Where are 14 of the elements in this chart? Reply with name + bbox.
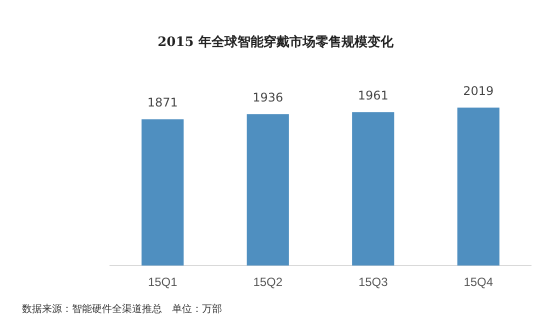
x-tick-label: 15Q2: [253, 275, 283, 290]
bar: [352, 112, 394, 266]
x-tick-label: 15Q4: [464, 275, 494, 290]
data-label: 2019: [463, 84, 494, 98]
bar: [246, 114, 289, 266]
source-note: 数据来源：智能硬件全渠道推总 单位：万部: [22, 302, 222, 316]
x-tick-label: 15Q3: [358, 275, 388, 290]
data-label: 1961: [358, 88, 388, 102]
data-label: 1871: [147, 95, 178, 110]
chart-title: 2015 年全球智能穿戴市场零售规模变化: [156, 34, 394, 51]
bar: [142, 119, 184, 266]
data-label: 1936: [252, 90, 284, 104]
bar: [457, 108, 500, 266]
x-tick-label: 15Q1: [148, 275, 178, 290]
